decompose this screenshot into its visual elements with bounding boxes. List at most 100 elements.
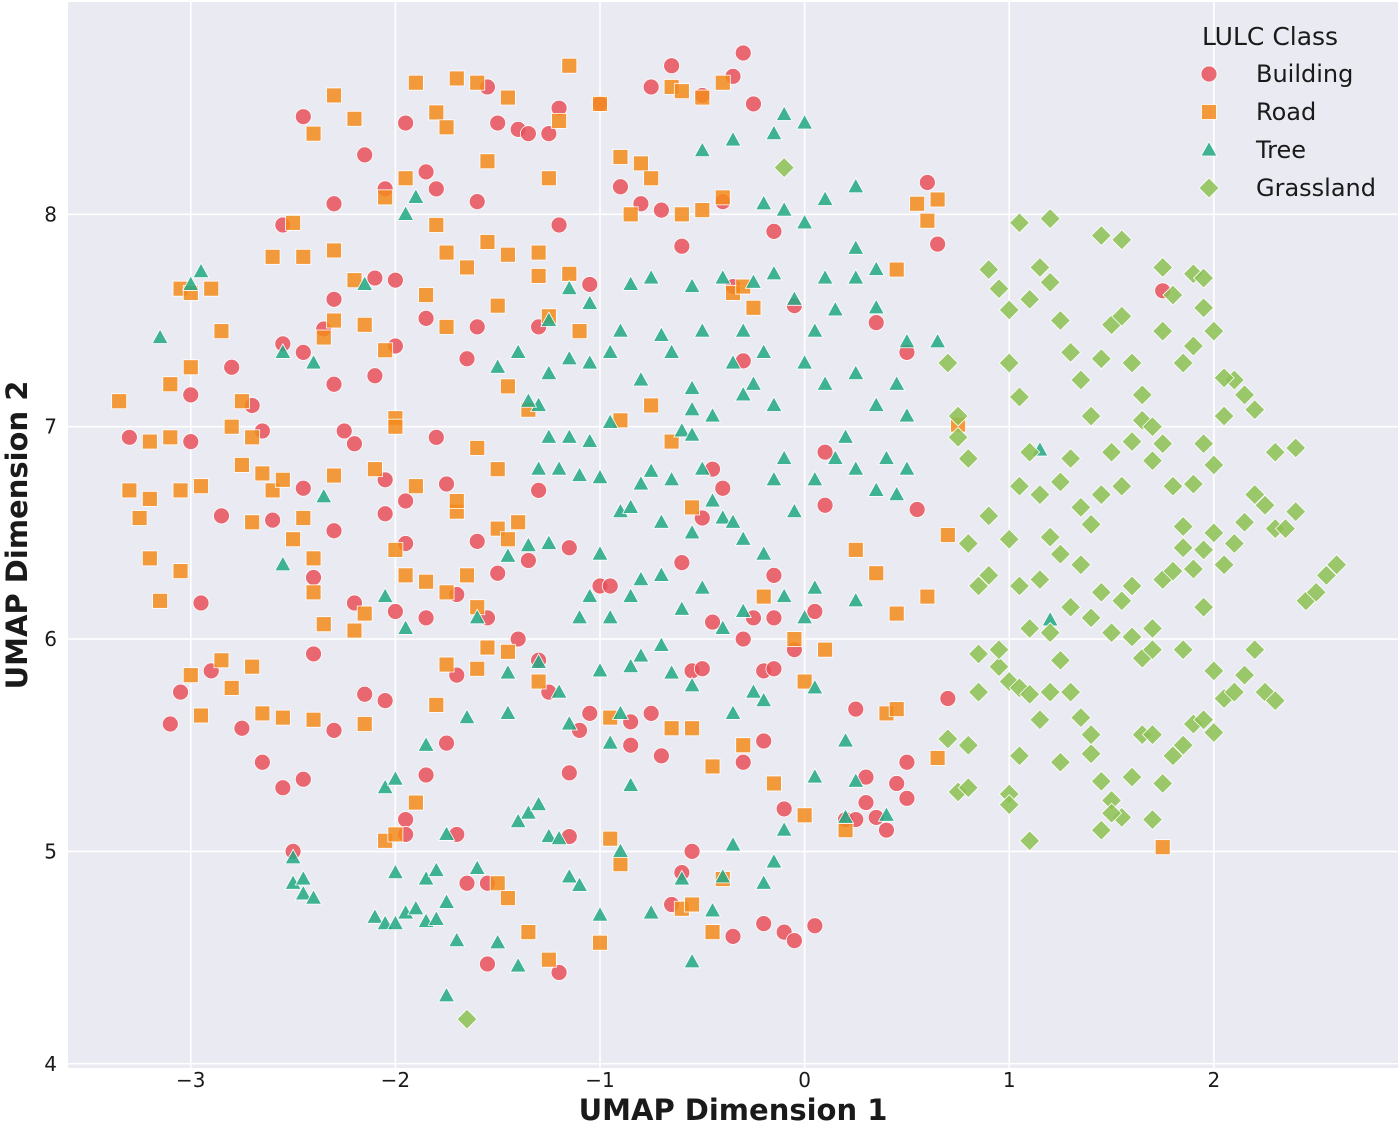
tree-point (806, 470, 824, 487)
legend-item-building: Building (1200, 60, 1353, 88)
grassland-point (1100, 802, 1123, 824)
grassland-point (1182, 558, 1204, 580)
tree-point (744, 374, 763, 391)
tree-point (560, 867, 578, 884)
road-point (438, 244, 455, 261)
tree-point (519, 803, 538, 820)
grassland-point (1090, 225, 1112, 247)
tree-point (652, 566, 671, 582)
tree-point (673, 421, 691, 438)
x-tick-label: 2 (1207, 1068, 1220, 1092)
road-point (592, 96, 608, 112)
building-point (560, 764, 578, 782)
tree-point (683, 400, 701, 417)
road-point (847, 541, 864, 558)
road-point (868, 565, 885, 582)
data-points (111, 44, 1348, 1030)
building-point (489, 114, 507, 132)
tree-point (519, 536, 538, 553)
road-point (489, 875, 506, 892)
road-point (459, 567, 475, 584)
tree-point (396, 205, 415, 221)
tree-point (795, 213, 814, 230)
building-point (468, 318, 486, 336)
road-point (1154, 839, 1171, 856)
tree-point (755, 343, 773, 359)
tree-point (714, 268, 732, 285)
x-tick-label: 1 (1003, 1068, 1016, 1092)
road-point (704, 924, 721, 940)
tree-point (867, 481, 885, 497)
building-point (601, 577, 619, 595)
tree-point (826, 449, 844, 465)
road-point (796, 807, 813, 824)
road-point (438, 656, 455, 673)
grassland-point (937, 352, 959, 374)
road-point (459, 259, 475, 276)
tree-point (765, 852, 783, 869)
building-point (182, 433, 200, 450)
tree-point (816, 268, 834, 285)
tree-point (560, 279, 578, 296)
road-point (407, 478, 424, 495)
tree-point (806, 321, 824, 338)
grassland-point (1162, 745, 1184, 767)
tree-point (591, 544, 609, 561)
tree-point (703, 901, 722, 918)
building-point (386, 271, 404, 289)
grassland-point (967, 681, 990, 703)
road-point (274, 709, 291, 726)
tree-point (274, 343, 292, 359)
road-point (326, 242, 342, 259)
grassland-point (1213, 554, 1235, 576)
tree-point (448, 931, 466, 947)
road-point (356, 716, 373, 732)
tree-point (673, 599, 691, 616)
grassland-point (1285, 501, 1307, 523)
grassland-point (1100, 622, 1123, 644)
building-point (530, 482, 548, 499)
road-point (141, 550, 158, 567)
tree-point (489, 357, 507, 374)
tree-point (396, 619, 415, 635)
road-point (684, 499, 700, 516)
building-point (182, 386, 200, 404)
tree-point (427, 910, 445, 926)
road-point (326, 87, 342, 104)
tree-point (877, 449, 896, 465)
tree-point (734, 529, 752, 546)
building-point (765, 222, 783, 240)
grassland-point (1152, 256, 1174, 279)
tree-point (806, 678, 824, 695)
y-axis-title: UMAP Dimension 2 (0, 381, 34, 690)
tree-point (182, 275, 200, 291)
road-point (234, 393, 250, 410)
tree-point (683, 379, 701, 395)
grassland-point (1162, 284, 1184, 306)
road-point (469, 440, 486, 456)
building-point (816, 443, 834, 461)
tree-point (785, 502, 804, 519)
grassland-point (1193, 596, 1215, 618)
building-point (213, 507, 230, 525)
building-point (622, 736, 640, 754)
grassland-point (1193, 709, 1215, 731)
tree-point (591, 661, 609, 678)
tree-point (622, 498, 640, 514)
tree-point (898, 406, 916, 423)
grassland-point (1162, 560, 1184, 582)
tree-point (570, 608, 589, 625)
grassland-point (1039, 622, 1061, 644)
road-point (530, 673, 547, 690)
road-point (131, 510, 148, 526)
tree-point (795, 608, 814, 625)
tree-point (284, 848, 302, 865)
series-building (120, 44, 1172, 981)
road-point (111, 393, 128, 410)
road-point (428, 696, 445, 713)
tree-point (765, 396, 783, 412)
tree-point (765, 124, 783, 141)
road-point (479, 639, 496, 656)
tree-point (714, 619, 732, 635)
grassland-point (1029, 709, 1051, 731)
